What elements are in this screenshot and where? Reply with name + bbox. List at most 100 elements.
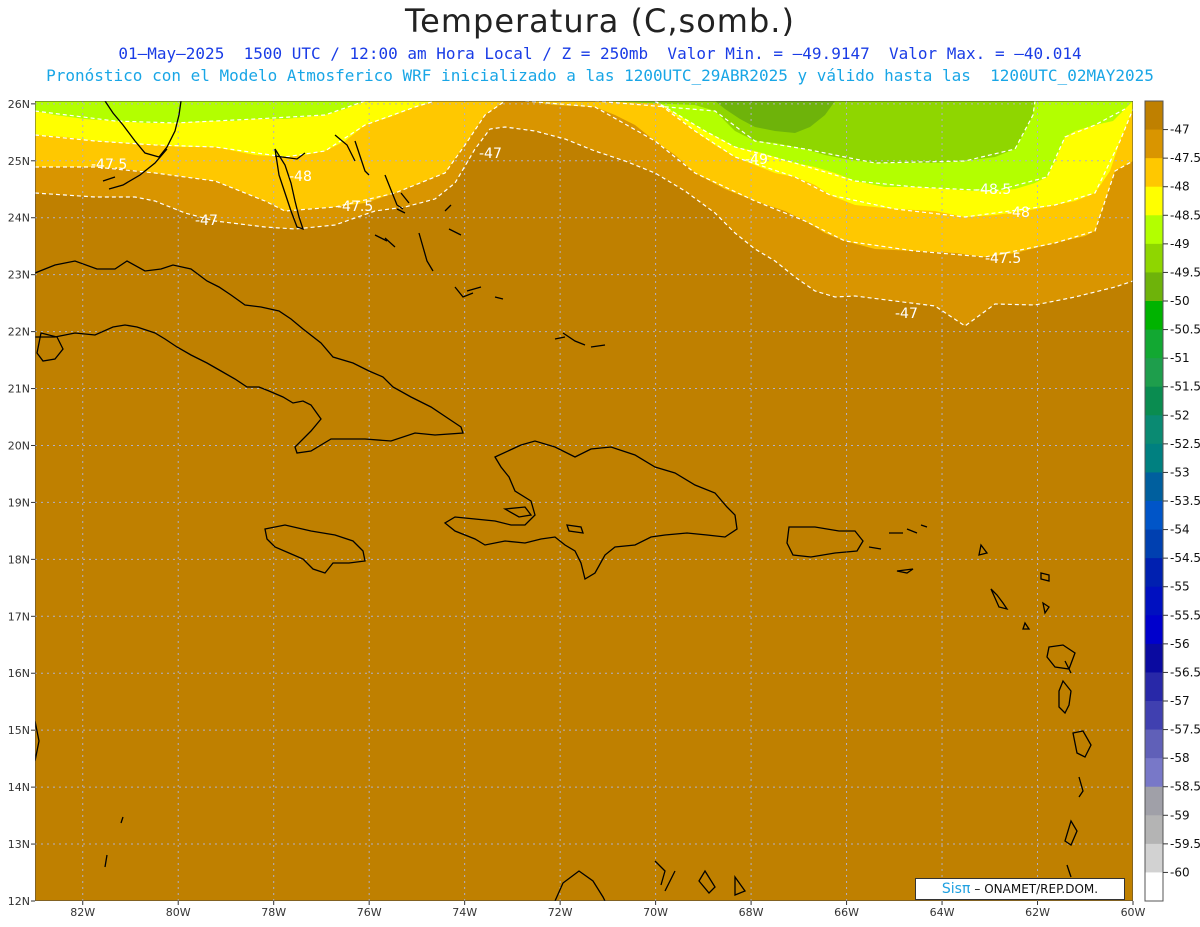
colorbar-label: -53 — [1170, 465, 1190, 479]
coast-mexico-honduras — [34, 720, 124, 868]
colorbar-swatch — [1145, 701, 1163, 731]
latitude-tick-label: 13N — [8, 838, 30, 851]
colorbar-swatch — [1145, 386, 1163, 416]
longitude-tick-label: 80W — [166, 906, 191, 919]
colorbar-label: -47.5 — [1170, 151, 1200, 165]
coast-cuba — [34, 260, 464, 454]
latitude-tick-label: 19N — [8, 496, 30, 509]
latitude-tick-label: 26N — [8, 98, 30, 111]
coast-puerto-rico — [786, 526, 864, 558]
coast-south-america — [554, 860, 747, 902]
colorbar-label: -52.5 — [1170, 437, 1200, 451]
latitude-tick-label: 17N — [8, 610, 30, 623]
map-panel: -47.5 -48 -47.5 -47 -47 -49 -48.5 -48 -4… — [34, 100, 1134, 902]
contour-lines — [34, 100, 1134, 327]
colorbar-swatch — [1145, 729, 1163, 759]
subtitle-line-2: Pronóstico con el Modelo Atmosferico WRF… — [46, 66, 1154, 85]
longitude-tick-label: 68W — [739, 906, 764, 919]
colorbar-swatch — [1145, 615, 1163, 645]
colorbar: -47 -47.5 -48 -48.5 -49 -49.5 -50 -50.5 -51 -51.5… — [1144, 100, 1200, 902]
coast-tortuga-gonave — [502, 506, 584, 534]
colorbar-swatch — [1145, 158, 1163, 188]
credit-box: Sisπ – ONAMET/REP.DOM. — [915, 878, 1125, 900]
latitude-tick-label: 18N — [8, 553, 30, 566]
colorbar-label: -48 — [1170, 180, 1190, 194]
colorbar-swatch — [1145, 301, 1163, 331]
colorbar-label: -47 — [1170, 123, 1190, 137]
contour-label: -47 — [895, 306, 918, 322]
latitude-tick-label: 12N — [8, 895, 30, 908]
temperature-map: -47.5 -48 -47.5 -47 -47 -49 -48.5 -48 -4… — [34, 100, 1134, 902]
coast-bahamas-andros — [274, 148, 305, 231]
colorbar-swatch — [1145, 329, 1163, 359]
contour-minus47 — [34, 126, 1134, 327]
colorbar-label: -52 — [1170, 408, 1190, 422]
longitude-axis: 82W 80W 78W 76W 74W 72W 70W 68W 66W 64W 62W 60W — [70, 901, 1146, 919]
sispi-logo: Sisπ — [941, 881, 971, 897]
colorbar-swatch — [1145, 672, 1163, 702]
contour-label: -47.5 — [985, 251, 1021, 267]
subtitle-line-1: 01–May–2025 1500 UTC / 12:00 am Hora Loc… — [118, 44, 1082, 63]
coastlines — [34, 100, 1092, 902]
colorbar-label: -57 — [1170, 694, 1190, 708]
colorbar-swatch — [1145, 843, 1163, 873]
colorbar-label: -58 — [1170, 751, 1190, 765]
colorbar-label: -50.5 — [1170, 323, 1200, 337]
longitude-tick-label: 62W — [1025, 906, 1050, 919]
colorbar-label: -50 — [1170, 294, 1190, 308]
colorbar-label: -51 — [1170, 351, 1190, 365]
colorbar-swatch — [1145, 215, 1163, 245]
coast-bahamas-grand — [274, 134, 606, 348]
coast-jamaica — [264, 524, 366, 574]
coast-florida-keys — [102, 148, 168, 190]
colorbar-swatch — [1145, 243, 1163, 273]
colorbar-label: -55 — [1170, 580, 1190, 594]
latitude-tick-label: 23N — [8, 269, 30, 282]
contour-label: -47.5 — [91, 157, 127, 173]
latitude-tick-label: 21N — [8, 383, 30, 396]
longitude-tick-label: 72W — [548, 906, 573, 919]
contour-label: -47 — [195, 213, 218, 229]
coast-lesser-antilles — [978, 543, 1092, 898]
colorbar-swatch — [1145, 415, 1163, 445]
latitude-tick-label: 14N — [8, 781, 30, 794]
colorbar-label: -55.5 — [1170, 608, 1200, 622]
field-minus49-5 — [595, 101, 1035, 163]
colorbar-label: -57.5 — [1170, 723, 1200, 737]
coast-isla-juventud — [36, 332, 64, 362]
colorbar-swatch — [1145, 129, 1163, 159]
colorbar-label: -60 — [1170, 865, 1190, 879]
colorbar-swatch — [1145, 643, 1163, 673]
colorbar-label: -56.5 — [1170, 665, 1200, 679]
colorbar-swatch — [1145, 586, 1163, 616]
contour-label: -47.5 — [337, 199, 373, 215]
contour-label: -48 — [1007, 205, 1030, 221]
colorbar-label: -54.5 — [1170, 551, 1200, 565]
colorbar-swatch — [1145, 815, 1163, 845]
colorbar-swatch — [1145, 472, 1163, 502]
colorbar-swatch — [1145, 272, 1163, 302]
latitude-tick-label: 24N — [8, 212, 30, 225]
chart-title: Temperatura (C,somb.) — [405, 2, 795, 40]
longitude-tick-label: 76W — [357, 906, 382, 919]
colorbar-label: -49.5 — [1170, 265, 1200, 279]
contour-minus47-5 — [35, 100, 1134, 258]
colorbar-swatch — [1145, 186, 1163, 216]
contour-label: -49 — [745, 152, 768, 168]
longitude-tick-label: 82W — [70, 906, 95, 919]
longitude-tick-label: 66W — [834, 906, 859, 919]
colorbar-swatch — [1145, 358, 1163, 388]
colorbar-label: -54 — [1170, 523, 1190, 537]
contour-label-group: -47.5 -48 -47.5 -47 -47 -49 -48.5 -48 -4… — [91, 146, 1030, 322]
colorbar-swatch — [1145, 872, 1163, 902]
colorbar-label: -59.5 — [1170, 837, 1200, 851]
colorbar-swatch — [1145, 529, 1163, 559]
contour-minus48 — [34, 100, 1134, 218]
longitude-tick-label: 74W — [452, 906, 477, 919]
colorbar-label: -48.5 — [1170, 208, 1200, 222]
longitude-tick-label: 60W — [1121, 906, 1146, 919]
longitude-tick-label: 78W — [261, 906, 286, 919]
credit-org: – ONAMET/REP.DOM. — [974, 882, 1099, 896]
contour-minus48-5 — [34, 100, 1126, 192]
colorbar-label: -59 — [1170, 808, 1190, 822]
